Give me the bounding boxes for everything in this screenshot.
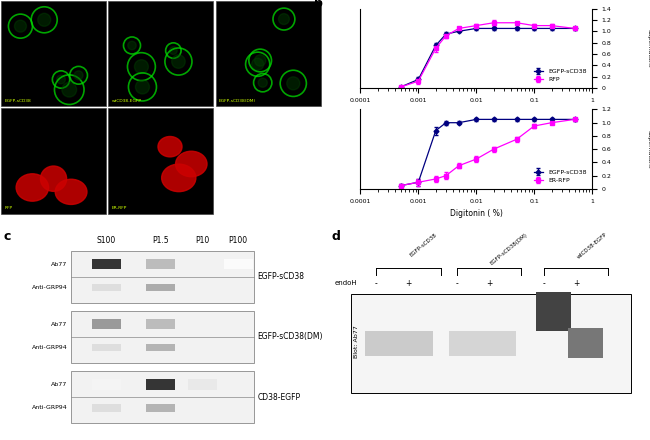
Text: c: c xyxy=(3,230,10,242)
Text: Anti-GRP94: Anti-GRP94 xyxy=(32,345,68,350)
Text: Ab77: Ab77 xyxy=(51,322,68,326)
Circle shape xyxy=(255,55,266,66)
Circle shape xyxy=(14,20,27,32)
Bar xyxy=(397,330,433,356)
Text: EGFP-sCD38(DM): EGFP-sCD38(DM) xyxy=(257,333,323,341)
Y-axis label: fluorescence in
supernatant: fluorescence in supernatant xyxy=(646,24,650,72)
Text: Ab77: Ab77 xyxy=(51,381,68,387)
Ellipse shape xyxy=(16,174,49,201)
Text: -: - xyxy=(456,279,458,288)
Circle shape xyxy=(57,75,66,84)
Text: -: - xyxy=(375,279,378,288)
Circle shape xyxy=(62,82,77,97)
Ellipse shape xyxy=(40,166,66,191)
Bar xyxy=(71,251,254,303)
Text: P100: P100 xyxy=(229,236,248,245)
Bar xyxy=(146,404,176,411)
Text: P10: P10 xyxy=(196,236,210,245)
Text: Blot: Ab77: Blot: Ab77 xyxy=(354,325,359,358)
Bar xyxy=(1,1,106,106)
Bar xyxy=(481,330,517,356)
Circle shape xyxy=(135,80,150,94)
Text: wtCD38-EGFP: wtCD38-EGFP xyxy=(112,99,142,103)
Text: +: + xyxy=(406,279,412,288)
Text: endoH: endoH xyxy=(335,280,358,286)
Text: CD38-EGFP: CD38-EGFP xyxy=(257,392,300,402)
Bar xyxy=(109,1,213,106)
Bar xyxy=(188,379,217,389)
Text: Ab77: Ab77 xyxy=(51,261,68,267)
Bar xyxy=(146,319,176,330)
Circle shape xyxy=(252,58,264,70)
Circle shape xyxy=(170,47,177,55)
Legend: EGFP-sCD38, RFP: EGFP-sCD38, RFP xyxy=(531,66,589,85)
Bar xyxy=(1,108,106,213)
Bar xyxy=(92,344,121,352)
Text: P1.5: P1.5 xyxy=(153,236,169,245)
Ellipse shape xyxy=(162,164,196,192)
Text: Anti-GRP94: Anti-GRP94 xyxy=(32,285,68,290)
Text: +: + xyxy=(486,279,492,288)
Text: EGFP-sCD38: EGFP-sCD38 xyxy=(257,272,304,281)
Bar xyxy=(536,292,571,330)
Circle shape xyxy=(128,41,136,50)
Circle shape xyxy=(135,60,148,73)
Bar xyxy=(146,379,176,389)
Ellipse shape xyxy=(158,136,182,157)
X-axis label: Digitonin ( %): Digitonin ( %) xyxy=(450,209,502,218)
Bar xyxy=(92,379,121,389)
Text: d: d xyxy=(332,230,341,242)
Text: b: b xyxy=(314,0,323,10)
Text: +: + xyxy=(573,279,579,288)
Bar xyxy=(224,259,253,269)
Bar xyxy=(109,108,213,213)
Bar xyxy=(92,284,121,291)
Ellipse shape xyxy=(176,151,207,177)
Bar xyxy=(71,311,254,363)
Ellipse shape xyxy=(55,179,87,205)
Text: S100: S100 xyxy=(97,236,116,245)
Text: a: a xyxy=(1,2,10,15)
Text: wtCD38-EGFP: wtCD38-EGFP xyxy=(576,232,608,260)
Text: ER-RFP: ER-RFP xyxy=(112,206,127,210)
Legend: EGFP-sCD38, ER-RFP: EGFP-sCD38, ER-RFP xyxy=(531,167,589,186)
Text: Anti-GRP94: Anti-GRP94 xyxy=(32,405,68,411)
Bar xyxy=(449,330,484,356)
Bar xyxy=(568,328,603,359)
Bar xyxy=(92,319,121,330)
Y-axis label: fluorescence in
supernatant: fluorescence in supernatant xyxy=(646,125,650,173)
Circle shape xyxy=(38,13,51,26)
Circle shape xyxy=(287,77,300,90)
Bar xyxy=(146,344,176,352)
Circle shape xyxy=(258,78,267,87)
Circle shape xyxy=(172,55,185,68)
Bar xyxy=(365,330,400,356)
Bar xyxy=(71,371,254,423)
Circle shape xyxy=(74,71,83,80)
Bar xyxy=(216,1,320,106)
Bar xyxy=(351,294,630,393)
Bar xyxy=(92,259,121,269)
Text: EGFP-sCD38: EGFP-sCD38 xyxy=(5,99,31,103)
Text: EGFP-sCD38: EGFP-sCD38 xyxy=(409,232,437,257)
Bar xyxy=(146,284,176,291)
Text: EGFP-sCD38(DM): EGFP-sCD38(DM) xyxy=(219,99,256,103)
Bar xyxy=(92,404,121,411)
Circle shape xyxy=(278,14,289,25)
Text: -: - xyxy=(543,279,545,288)
Bar xyxy=(146,259,176,269)
Text: RFP: RFP xyxy=(5,206,12,210)
Text: EGFP-sCD38(DM): EGFP-sCD38(DM) xyxy=(489,232,528,266)
